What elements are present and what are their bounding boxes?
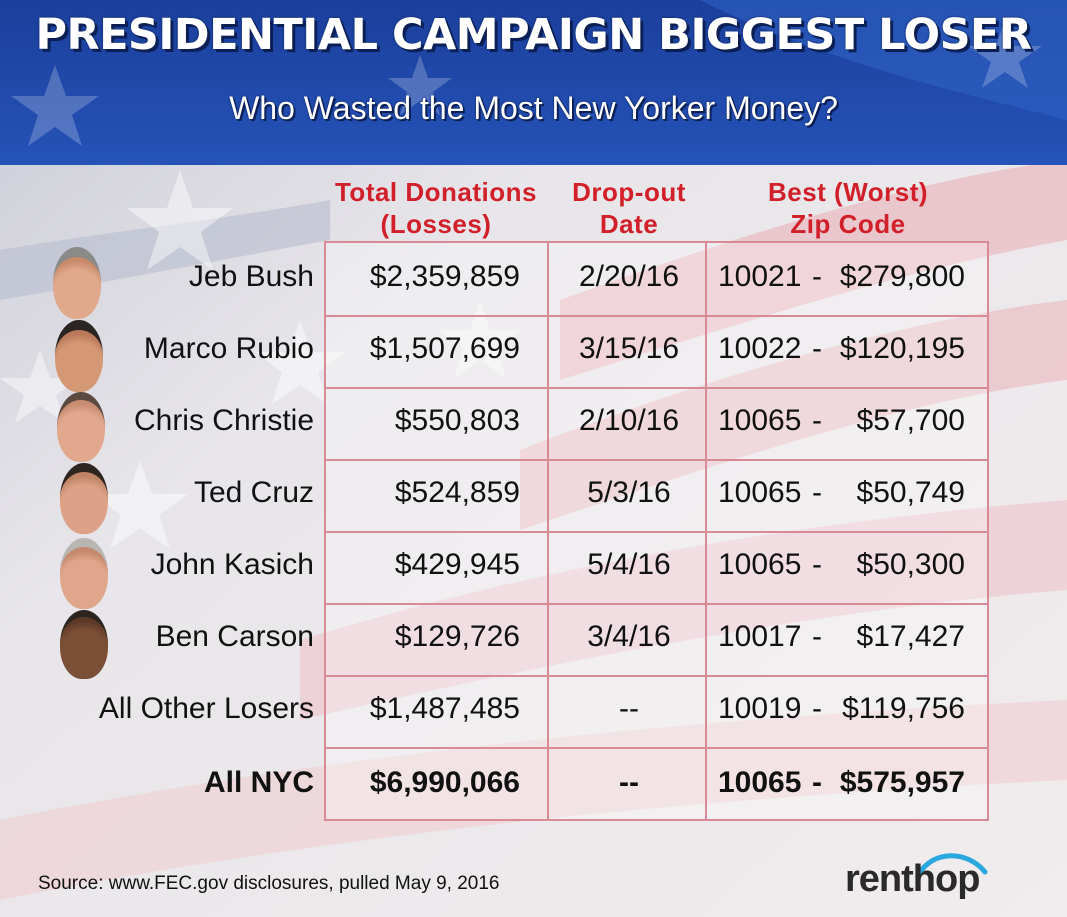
- row-zip-code: 10065: [718, 766, 802, 799]
- chart-title: PRESIDENTIAL CAMPAIGN BIGGEST LOSER: [35, 10, 1032, 60]
- row-donations: $429,945: [394, 548, 520, 581]
- jeb-bush-photo-icon: [53, 247, 101, 319]
- row-zip-separator: -: [812, 692, 822, 725]
- row-donations: $6,990,066: [369, 766, 520, 799]
- row-zip-code: 10065: [718, 548, 802, 581]
- row-dropout-date: 3/4/16: [587, 620, 671, 653]
- row-zip-code: 10019: [718, 692, 802, 725]
- row-zip-amount: $279,800: [839, 260, 965, 293]
- chris-christie-photo-icon: [57, 392, 105, 462]
- row-zip-code: 10021: [718, 260, 802, 293]
- row-dropout-date: 5/4/16: [587, 548, 671, 581]
- row-donations: $550,803: [394, 404, 520, 437]
- row-name: Jeb Bush: [188, 260, 314, 293]
- row-dropout-date: --: [619, 692, 639, 725]
- row-zip-amount: $575,957: [839, 766, 965, 799]
- row-zip-amount: $120,195: [839, 332, 965, 365]
- header-zip-line2: Zip Code: [790, 209, 906, 239]
- row-name: All Other Losers: [98, 692, 314, 725]
- header-dropout: Drop-out Date: [550, 176, 708, 240]
- row-zip-amount: $50,300: [856, 548, 965, 581]
- row-donations: $1,507,699: [369, 332, 520, 365]
- marco-rubio-photo-icon: [55, 320, 103, 392]
- row-zip-separator: -: [812, 476, 822, 509]
- header-zip-line1: Best (Worst): [767, 177, 929, 207]
- row-zip-separator: -: [812, 620, 822, 653]
- ben-carson-photo-icon: [60, 610, 108, 679]
- row-dropout-date: --: [619, 766, 639, 799]
- row-zip-code: 10017: [718, 620, 802, 653]
- header-donations: Total Donations (Losses): [322, 176, 550, 240]
- row-donations: $129,726: [394, 620, 520, 653]
- row-zip-separator: -: [812, 548, 822, 581]
- row-zip-code: 10022: [718, 332, 802, 365]
- ted-cruz-photo-icon: [60, 463, 108, 534]
- header-dropout-line2: Date: [599, 209, 659, 239]
- row-zip-code: 10065: [718, 404, 802, 437]
- row-donations: $524,859: [394, 476, 520, 509]
- row-donations: $2,359,859: [369, 260, 520, 293]
- header-donations-line2: (Losses): [380, 209, 492, 239]
- row-name: All NYC: [203, 766, 314, 799]
- row-dropout-date: 2/20/16: [578, 260, 680, 293]
- row-zip-amount: $17,427: [856, 620, 965, 653]
- john-kasich-photo-icon: [60, 538, 108, 609]
- row-zip-code: 10065: [718, 476, 802, 509]
- row-zip-amount: $57,700: [856, 404, 965, 437]
- row-zip-separator: -: [812, 404, 822, 437]
- row-name: Chris Christie: [133, 404, 314, 437]
- header-zip: Best (Worst) Zip Code: [708, 176, 988, 240]
- row-dropout-date: 3/15/16: [578, 332, 680, 365]
- row-zip-separator: -: [812, 332, 822, 365]
- row-zip-separator: -: [812, 260, 822, 293]
- source-note: Source: www.FEC.gov disclosures, pulled …: [38, 873, 500, 894]
- row-name: John Kasich: [150, 548, 314, 581]
- renthop-logo-arc-icon: [916, 853, 988, 877]
- row-donations: $1,487,485: [369, 692, 520, 725]
- row-zip-separator: -: [812, 766, 822, 799]
- row-name: Ben Carson: [155, 620, 314, 653]
- row-name: Marco Rubio: [143, 332, 314, 365]
- row-zip-amount: $119,756: [842, 692, 965, 725]
- row-zip-amount: $50,749: [856, 476, 965, 509]
- row-name: Ted Cruz: [193, 476, 314, 509]
- row-dropout-date: 5/3/16: [587, 476, 671, 509]
- header-donations-line1: Total Donations: [334, 177, 537, 207]
- chart-subtitle: Who Wasted the Most New Yorker Money?: [229, 90, 838, 126]
- renthop-logo: renthop: [845, 858, 980, 900]
- header-dropout-line1: Drop-out: [572, 177, 686, 207]
- row-dropout-date: 2/10/16: [578, 404, 680, 437]
